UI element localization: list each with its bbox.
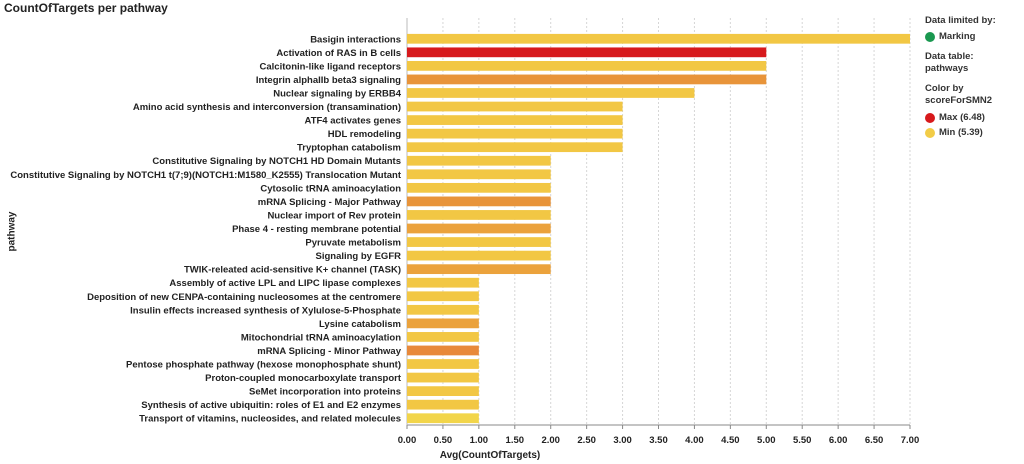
bar-25[interactable] bbox=[407, 372, 479, 383]
bar-17[interactable] bbox=[407, 264, 551, 275]
x-tick-label-9: 4.50 bbox=[721, 435, 740, 446]
category-label-14: Phase 4 - resting membrane potential bbox=[232, 224, 401, 235]
x-tick-label-5: 2.50 bbox=[577, 435, 596, 446]
category-label-17: TWIK-releated acid-sensitive K+ channel … bbox=[184, 265, 401, 276]
legend-color-by-value: scoreForSMN2 bbox=[925, 95, 993, 106]
x-tick-label-0: 0.00 bbox=[398, 435, 417, 446]
bar-23[interactable] bbox=[407, 345, 479, 356]
category-label-21: Lysine catabolism bbox=[319, 319, 401, 330]
bar-18[interactable] bbox=[407, 277, 479, 288]
category-label-28: Transport of vitamins, nucleosides, and … bbox=[139, 414, 401, 425]
bar-4[interactable] bbox=[407, 88, 695, 98]
legend-marking-label: Marking bbox=[939, 31, 976, 42]
chart-title: CountOfTargets per pathway bbox=[4, 1, 168, 15]
marking-dot-icon bbox=[925, 32, 935, 42]
category-label-12: mRNA Splicing - Major Pathway bbox=[258, 197, 402, 208]
category-label-2: Calcitonin-like ligand receptors bbox=[260, 61, 401, 72]
legend-limited-block: Data limited by: Marking bbox=[925, 15, 1020, 43]
bar-5[interactable] bbox=[407, 101, 623, 112]
bar-13[interactable] bbox=[407, 210, 551, 220]
legend-data-table-label: Data table: bbox=[925, 51, 974, 62]
bar-7[interactable] bbox=[407, 128, 623, 139]
bar-11[interactable] bbox=[407, 182, 551, 193]
legend-limited-label: Data limited by: bbox=[925, 15, 996, 26]
x-tick-label-6: 3.00 bbox=[613, 435, 632, 446]
legend-data-table-value: pathways bbox=[925, 63, 969, 74]
bar-21[interactable] bbox=[407, 318, 479, 329]
category-label-10: Constitutive Signaling by NOTCH1 t(7;9)(… bbox=[10, 170, 401, 181]
bar-0[interactable] bbox=[407, 33, 910, 44]
x-tick-label-10: 5.00 bbox=[757, 435, 776, 446]
bar-20[interactable] bbox=[407, 304, 479, 315]
category-label-0: Basigin interactions bbox=[310, 34, 401, 45]
category-label-11: Cytosolic tRNA aminoacylation bbox=[260, 183, 401, 194]
category-label-20: Insulin effects increased synthesis of X… bbox=[130, 305, 401, 316]
bar-12[interactable] bbox=[407, 196, 551, 207]
category-label-5: Amino acid synthesis and interconversion… bbox=[133, 102, 401, 113]
bar-10[interactable] bbox=[407, 169, 551, 180]
bar-9[interactable] bbox=[407, 155, 551, 166]
x-tick-label-3: 1.50 bbox=[506, 435, 525, 446]
category-label-24: Pentose phosphate pathway (hexose monoph… bbox=[126, 360, 401, 371]
category-label-15: Pyruvate metabolism bbox=[305, 238, 401, 249]
category-label-7: HDL remodeling bbox=[328, 129, 401, 140]
bar-1[interactable] bbox=[407, 47, 767, 58]
bar-6[interactable] bbox=[407, 115, 623, 125]
x-tick-label-4: 2.00 bbox=[541, 435, 560, 446]
bar-8[interactable] bbox=[407, 142, 623, 153]
category-label-22: Mitochondrial tRNA aminoacylation bbox=[241, 332, 401, 343]
category-label-25: Proton-coupled monocarboxylate transport bbox=[205, 373, 402, 384]
legend-max-row[interactable]: Max (6.48) bbox=[925, 112, 1020, 124]
x-tick-label-11: 5.50 bbox=[793, 435, 812, 446]
category-label-4: Nuclear signaling by ERBB4 bbox=[273, 88, 401, 99]
category-label-9: Constitutive Signaling by NOTCH1 HD Doma… bbox=[152, 156, 401, 167]
category-label-13: Nuclear import of Rev protein bbox=[267, 210, 401, 221]
legend: Data limited by: Marking Data table: pat… bbox=[925, 15, 1020, 147]
category-label-1: Activation of RAS in B cells bbox=[276, 48, 401, 59]
legend-color-by-label: Color by bbox=[925, 83, 964, 94]
legend-marking-row[interactable]: Marking bbox=[925, 31, 1020, 43]
category-label-8: Tryptophan catabolism bbox=[297, 143, 401, 154]
bar-16[interactable] bbox=[407, 250, 551, 261]
bar-28[interactable] bbox=[407, 413, 479, 424]
bar-19[interactable] bbox=[407, 291, 479, 302]
category-label-18: Assembly of active LPL and LIPC lipase c… bbox=[169, 278, 401, 289]
x-tick-label-1: 0.50 bbox=[434, 435, 453, 446]
category-label-6: ATF4 activates genes bbox=[305, 116, 401, 127]
bar-24[interactable] bbox=[407, 359, 479, 369]
max-color-dot-icon bbox=[925, 113, 935, 123]
legend-min-label: Min (5.39) bbox=[939, 127, 983, 138]
category-label-23: mRNA Splicing - Minor Pathway bbox=[257, 346, 401, 357]
legend-color-by: Color by scoreForSMN2 Max (6.48) Min (5.… bbox=[925, 83, 1020, 139]
legend-min-row[interactable]: Min (5.39) bbox=[925, 127, 1020, 139]
x-tick-label-2: 1.00 bbox=[470, 435, 489, 446]
bar-3[interactable] bbox=[407, 74, 767, 85]
x-tick-label-14: 7.00 bbox=[901, 435, 920, 446]
bar-14[interactable] bbox=[407, 223, 551, 234]
bar-22[interactable] bbox=[407, 332, 479, 342]
x-tick-label-7: 3.50 bbox=[649, 435, 668, 446]
category-label-3: Integrin alphaIIb beta3 signaling bbox=[256, 75, 401, 86]
bar-15[interactable] bbox=[407, 237, 551, 247]
bar-2[interactable] bbox=[407, 61, 767, 71]
x-tick-label-12: 6.00 bbox=[829, 435, 848, 446]
bar-26[interactable] bbox=[407, 386, 479, 396]
x-tick-label-8: 4.00 bbox=[685, 435, 704, 446]
x-tick-label-13: 6.50 bbox=[865, 435, 884, 446]
legend-max-label: Max (6.48) bbox=[939, 112, 985, 123]
bar-27[interactable] bbox=[407, 399, 479, 410]
category-label-27: Synthesis of active ubiquitin: roles of … bbox=[141, 400, 401, 411]
category-label-19: Deposition of new CENPA-containing nucle… bbox=[87, 292, 401, 303]
legend-data-table: Data table: pathways bbox=[925, 51, 1020, 75]
x-axis-label: Avg(CountOfTargets) bbox=[439, 450, 541, 461]
min-color-dot-icon bbox=[925, 128, 935, 138]
category-label-26: SeMet incorporation into proteins bbox=[249, 387, 401, 398]
category-label-16: Signaling by EGFR bbox=[315, 251, 401, 262]
